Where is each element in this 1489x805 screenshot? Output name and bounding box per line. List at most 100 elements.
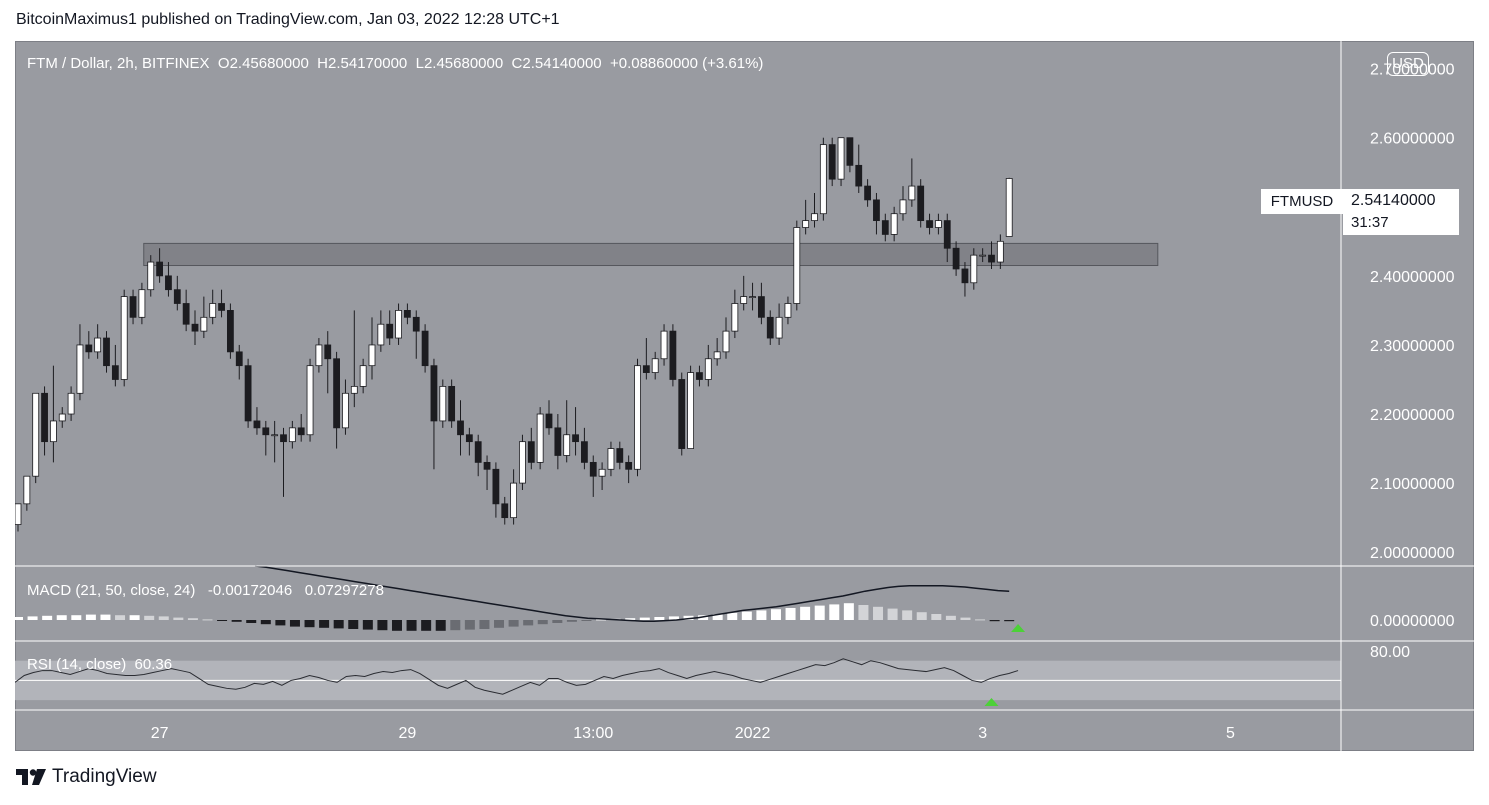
candle-body	[94, 337, 102, 353]
price-axis-label: 2.20000000	[1370, 407, 1455, 424]
candle-body	[103, 337, 110, 367]
macd-histogram-bar	[494, 620, 505, 628]
price-candle	[474, 434, 482, 477]
price-candle	[138, 282, 146, 325]
candle-body	[855, 164, 863, 187]
price-candle	[324, 331, 332, 394]
macd-histogram-bar	[596, 619, 607, 621]
price-candle	[660, 324, 668, 366]
candle-body	[616, 448, 624, 463]
candle-body	[67, 392, 75, 415]
candle-body	[678, 379, 686, 449]
price-candle	[439, 379, 447, 428]
price-candle	[935, 213, 942, 235]
candle-body	[704, 358, 712, 380]
macd-histogram-bar	[873, 606, 884, 620]
candle-body	[15, 503, 22, 525]
price-candle	[306, 358, 314, 442]
candle-body	[165, 275, 172, 291]
candle-body	[784, 303, 792, 318]
macd-histogram-bar	[319, 620, 330, 628]
macd-histogram-bar	[173, 617, 184, 620]
price-candle	[589, 455, 597, 497]
macd-histogram-bar	[668, 616, 679, 620]
price-candle	[510, 469, 518, 525]
candle-body	[563, 434, 571, 456]
legend-close-label: C	[511, 55, 523, 72]
macd-bullish-cross-arrow	[1011, 624, 1026, 632]
price-candle	[315, 338, 323, 373]
candle-body	[368, 344, 376, 367]
price-candle	[926, 213, 933, 235]
legend-close: 2.54140000	[522, 55, 602, 72]
macd-histogram-bar	[85, 614, 96, 620]
price-candle	[333, 351, 341, 449]
price-candle	[156, 248, 164, 283]
price-candle	[457, 400, 464, 456]
chart-canvas[interactable]: 2.700000002.600000002.400000002.30000000…	[15, 41, 1474, 751]
macd-histogram-bar	[231, 620, 242, 622]
legend-symbol: FTM / Dollar, 2h, BITFINEX	[27, 55, 210, 72]
candle-body	[996, 240, 1004, 263]
time-axis: 27 29 13:00 2022 3 5	[151, 725, 1235, 742]
price-candle	[412, 310, 420, 359]
candle-body	[218, 303, 225, 311]
macd-histogram-bar	[931, 614, 942, 620]
candle-body	[536, 413, 544, 463]
price-candle	[616, 441, 624, 470]
candle-body	[85, 344, 93, 353]
price-candle	[864, 179, 871, 207]
candle-body	[660, 330, 668, 360]
price-candle	[811, 192, 818, 228]
price-candle	[50, 365, 57, 463]
macd-histogram-bar	[27, 616, 38, 620]
price-candle	[288, 420, 296, 449]
chart-frame[interactable]	[15, 41, 1474, 751]
price-candle	[368, 317, 376, 380]
macd-histogram-bar	[333, 620, 344, 629]
macd-legend: MACD (21, 50, close, 24) -0.00172046 0.0…	[27, 582, 384, 599]
tradingview-brand[interactable]: TradingView	[16, 766, 157, 788]
candle-body	[448, 385, 456, 422]
candle-body	[722, 330, 730, 353]
price-candle	[722, 317, 730, 359]
candle-body	[235, 351, 243, 367]
legend-low: 2.45680000	[423, 55, 504, 72]
currency-button[interactable]: USD	[1387, 52, 1429, 76]
time-axis-label: 27	[151, 725, 169, 742]
price-candle	[775, 303, 783, 345]
candle-body	[244, 365, 252, 422]
macd-histogram-bar	[158, 616, 169, 620]
candle-body	[483, 461, 491, 470]
candle-body	[306, 365, 314, 436]
candle-body	[510, 482, 518, 519]
price-axis-label: 2.00000000	[1370, 545, 1455, 562]
price-candle	[908, 158, 916, 207]
candle-body	[333, 358, 341, 429]
macd-histogram-bar	[785, 608, 796, 620]
candle-body	[758, 296, 765, 318]
macd-histogram-bar	[581, 620, 592, 621]
rsi-axis-label: 80.00	[1370, 644, 1410, 661]
rsi-value: 60.36	[134, 656, 173, 673]
candle-body	[634, 365, 641, 470]
price-candle	[704, 344, 712, 387]
candle-body	[138, 289, 146, 318]
time-axis-label: 2022	[735, 725, 771, 742]
macd-histogram-bar	[362, 620, 373, 630]
candle-body	[864, 185, 871, 201]
candle-body	[899, 199, 907, 215]
macd-axis-label: 0.00000000	[1370, 613, 1455, 630]
candle-body	[749, 296, 756, 298]
candle-body	[412, 316, 420, 332]
candle-body	[696, 372, 703, 380]
candle-body	[952, 247, 960, 270]
macd-value-2: 0.07297278	[304, 582, 384, 599]
candle-body	[837, 137, 845, 180]
price-candle	[678, 372, 686, 456]
macd-histogram-bar	[115, 615, 126, 620]
price-candle	[855, 144, 863, 193]
price-candle	[988, 241, 995, 269]
macd-histogram-bar	[464, 620, 475, 630]
macd-histogram-bar	[537, 620, 548, 625]
